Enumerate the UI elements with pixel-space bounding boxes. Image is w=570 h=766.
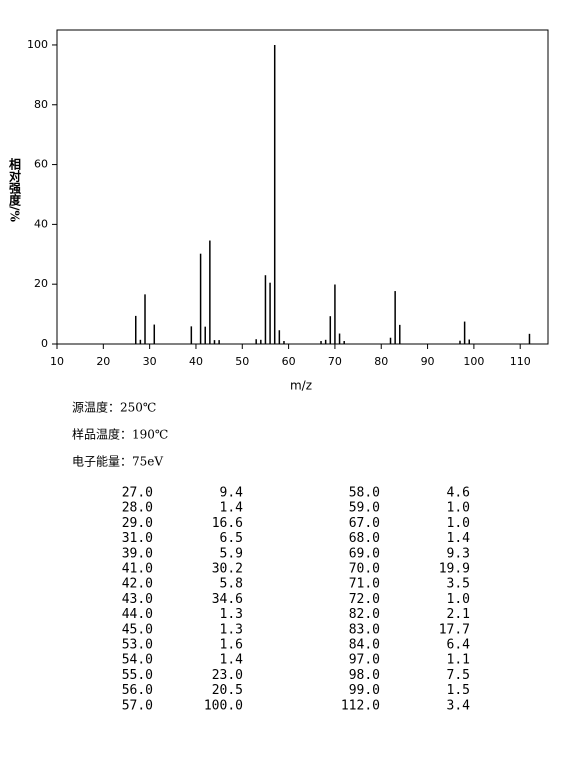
table-mz: 112.0 — [341, 698, 380, 713]
table-intensity: 7.5 — [447, 668, 470, 683]
table-intensity: 100.0 — [204, 698, 243, 713]
table-mz: 69.0 — [349, 546, 380, 561]
table-mz: 29.0 — [122, 516, 153, 531]
table-mz: 70.0 — [349, 562, 380, 577]
table-mz: 39.0 — [122, 546, 153, 561]
table-mz: 56.0 — [122, 683, 153, 698]
table-intensity: 3.4 — [447, 698, 471, 713]
x-tick-label: 20 — [96, 355, 110, 368]
x-tick-label: 100 — [463, 355, 484, 368]
table-mz: 45.0 — [122, 622, 153, 637]
y-tick-label: 20 — [34, 277, 48, 290]
table-mz: 97.0 — [349, 653, 380, 668]
table-mz: 28.0 — [122, 501, 153, 516]
y-tick-label: 100 — [27, 38, 48, 51]
table-intensity: 4.6 — [447, 486, 470, 501]
table-intensity: 1.4 — [447, 531, 471, 546]
y-tick-label: 60 — [34, 158, 48, 171]
table-intensity: 23.0 — [212, 668, 243, 683]
table-intensity: 9.3 — [447, 546, 470, 561]
x-tick-label: 60 — [282, 355, 296, 368]
table-intensity: 34.6 — [212, 592, 243, 607]
y-axis-label: 相对强度/% — [8, 157, 22, 223]
table-mz: 59.0 — [349, 501, 380, 516]
x-tick-label: 10 — [50, 355, 64, 368]
table-mz: 71.0 — [349, 577, 380, 592]
table-intensity: 2.1 — [447, 607, 470, 622]
x-tick-label: 90 — [421, 355, 435, 368]
table-intensity: 6.4 — [447, 638, 471, 653]
table-mz: 31.0 — [122, 531, 153, 546]
table-mz: 42.0 — [122, 577, 153, 592]
table-mz: 41.0 — [122, 562, 153, 577]
table-mz: 67.0 — [349, 516, 380, 531]
table-mz: 27.0 — [122, 486, 153, 501]
table-intensity: 17.7 — [439, 622, 470, 637]
info-line: 源温度：250℃ — [72, 400, 156, 415]
table-mz: 53.0 — [122, 638, 153, 653]
info-line: 电子能量：75eV — [72, 455, 163, 469]
table-intensity: 1.4 — [220, 501, 244, 516]
y-tick-label: 80 — [34, 98, 48, 111]
info-line: 样品温度：190℃ — [72, 427, 168, 442]
table-intensity: 16.6 — [212, 516, 243, 531]
table-intensity: 1.0 — [447, 501, 470, 516]
table-mz: 84.0 — [349, 638, 380, 653]
table-intensity: 1.3 — [220, 622, 243, 637]
x-axis-label: m/z — [290, 379, 312, 393]
table-mz: 43.0 — [122, 592, 153, 607]
table-intensity: 5.9 — [220, 546, 243, 561]
x-tick-label: 80 — [374, 355, 388, 368]
table-intensity: 20.5 — [212, 683, 243, 698]
x-tick-label: 30 — [143, 355, 157, 368]
table-mz: 58.0 — [349, 486, 380, 501]
x-tick-label: 110 — [510, 355, 531, 368]
table-intensity: 6.5 — [220, 531, 243, 546]
table-mz: 99.0 — [349, 683, 380, 698]
table-intensity: 30.2 — [212, 562, 243, 577]
table-mz: 83.0 — [349, 622, 380, 637]
x-tick-label: 40 — [189, 355, 203, 368]
table-mz: 68.0 — [349, 531, 380, 546]
table-intensity: 1.3 — [220, 607, 243, 622]
table-intensity: 1.5 — [447, 683, 470, 698]
y-tick-label: 0 — [41, 337, 48, 350]
x-tick-label: 70 — [328, 355, 342, 368]
table-intensity: 1.6 — [220, 638, 243, 653]
table-intensity: 1.0 — [447, 592, 470, 607]
table-intensity: 19.9 — [439, 562, 470, 577]
table-intensity: 1.0 — [447, 516, 470, 531]
table-intensity: 1.1 — [447, 653, 470, 668]
table-mz: 54.0 — [122, 653, 153, 668]
table-mz: 82.0 — [349, 607, 380, 622]
table-intensity: 3.5 — [447, 577, 470, 592]
table-mz: 57.0 — [122, 698, 153, 713]
plot-frame — [56, 29, 549, 345]
x-tick-label: 50 — [235, 355, 249, 368]
table-mz: 55.0 — [122, 668, 153, 683]
table-intensity: 1.4 — [220, 653, 244, 668]
table-mz: 98.0 — [349, 668, 380, 683]
y-tick-label: 40 — [34, 217, 48, 230]
table-intensity: 5.8 — [220, 577, 243, 592]
table-intensity: 9.4 — [220, 486, 244, 501]
table-mz: 72.0 — [349, 592, 380, 607]
table-mz: 44.0 — [122, 607, 153, 622]
